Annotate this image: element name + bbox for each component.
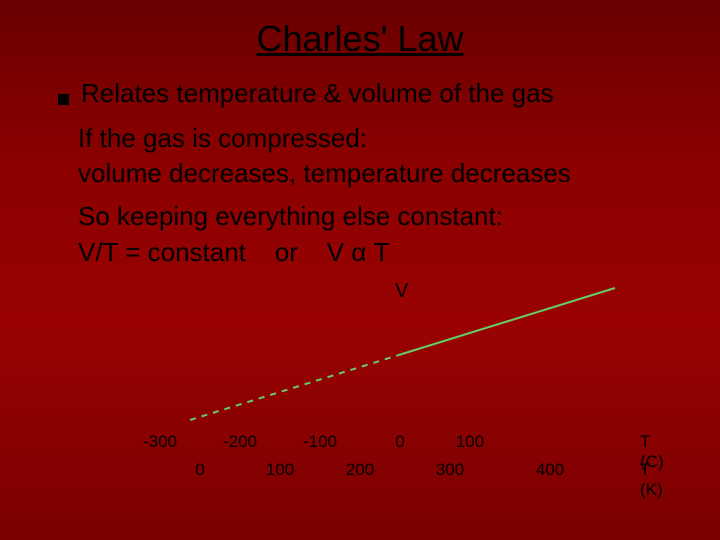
c-tick-0: -300: [143, 432, 177, 452]
k-axis-caption: T (K): [640, 460, 670, 500]
k-tick-4: 400: [536, 460, 564, 480]
c-tick-1: -200: [223, 432, 257, 452]
paragraph-2-line-1: So keeping everything else constant:: [78, 201, 670, 232]
c-tick-3: 0: [395, 432, 404, 452]
bullet-item-1: Relates temperature & volume of the gas: [58, 78, 670, 109]
paragraph-2-line-2: V/T = constant or V α T: [78, 237, 670, 268]
chart-dashed-segment: [190, 354, 402, 420]
bullet-text-1: Relates temperature & volume of the gas: [81, 78, 554, 109]
paragraph-1-line-2: volume decreases, temperature decreases: [78, 158, 670, 189]
c-tick-4: 100: [456, 432, 484, 452]
chart-line: [110, 280, 670, 430]
k-tick-1: 100: [266, 460, 294, 480]
paragraph-1-line-1: If the gas is compressed:: [78, 123, 670, 154]
square-bullet-icon: [58, 94, 69, 105]
vt-chart: V -300 -200 -100 0 100 T (C) 0 100 200 3…: [110, 280, 670, 490]
chart-solid-segment: [402, 288, 615, 354]
slide-title: Charles' Law: [50, 18, 670, 60]
c-tick-2: -100: [303, 432, 337, 452]
k-tick-3: 300: [436, 460, 464, 480]
k-tick-2: 200: [346, 460, 374, 480]
k-tick-0: 0: [195, 460, 204, 480]
slide: Charles' Law Relates temperature & volum…: [0, 0, 720, 540]
